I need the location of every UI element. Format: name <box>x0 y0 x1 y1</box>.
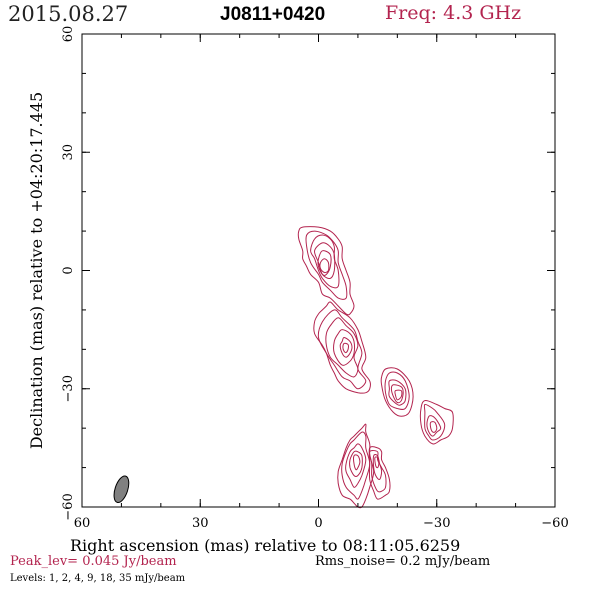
contour-core-level-6 <box>319 258 330 274</box>
rms-noise: Rms_noise= 0.2 mJy/beam <box>315 554 491 569</box>
contour-inner-jet-level-4 <box>333 329 355 366</box>
contour-knot-D-level-2 <box>423 403 446 441</box>
beam-ellipse <box>113 475 130 504</box>
x-tick-label: 30 <box>192 516 209 531</box>
epoch-date: 2015.08.27 <box>8 2 129 26</box>
contour-core-level-3 <box>310 234 340 289</box>
contour-knot-D-level-4 <box>429 421 438 433</box>
x-tick-label: −60 <box>541 516 568 531</box>
contour-layer <box>297 226 454 509</box>
contour-inner-jet-level-3 <box>325 317 359 378</box>
x-tick-label: −30 <box>423 516 450 531</box>
peak-level: Peak_lev= 0.045 Jy/beam <box>10 554 177 569</box>
y-tick-label: 30 <box>61 144 76 161</box>
source-name: J0811+0420 <box>220 4 326 25</box>
contour-knot-C-level-3 <box>388 379 407 406</box>
axis-ticks <box>81 33 556 508</box>
contour-knot-E-left-level-2 <box>341 431 371 500</box>
contour-knot-C-level-4 <box>390 384 404 404</box>
contour-knot-E-left-level-3 <box>345 443 367 488</box>
contour-knot-E-right-level-4 <box>374 456 380 469</box>
contour-knot-E-left-level-4 <box>349 450 363 477</box>
contour-inner-jet-level-5 <box>339 336 353 358</box>
contour-core-level-1 <box>297 226 355 316</box>
contour-core-level-5 <box>317 250 332 276</box>
y-axis-label: Declination (mas) relative to +04:20:17.… <box>27 92 46 449</box>
contour-knot-C-level-2 <box>384 371 410 410</box>
contour-levels: Levels: 1, 2, 4, 9, 18, 35 mJy/beam <box>10 573 186 584</box>
contour-knot-D-level-1 <box>419 400 454 445</box>
frequency-label: Freq: 4.3 GHz <box>385 2 522 24</box>
y-tick-label: 0 <box>61 266 76 274</box>
contour-inner-jet-level-2 <box>317 309 367 390</box>
y-tick-label: −30 <box>61 375 76 402</box>
contour-inner-jet-level-6 <box>342 342 349 354</box>
x-tick-label: 60 <box>74 516 91 531</box>
x-axis-label: Right ascension (mas) relative to 08:11:… <box>70 536 461 555</box>
x-tick-label: 0 <box>314 516 322 531</box>
contour-knot-E-left-level-5 <box>353 454 361 471</box>
contour-knot-E-left-level-1 <box>337 423 375 509</box>
contour-knot-C-level-5 <box>394 389 403 401</box>
y-tick-label: −60 <box>61 493 76 520</box>
contour-knot-C-level-1 <box>380 367 414 417</box>
contour-knot-E-right-level-2 <box>369 450 387 493</box>
contour-knot-D-level-3 <box>426 415 442 437</box>
contour-core-level-2 <box>305 230 348 300</box>
y-tick-label: 60 <box>61 26 76 43</box>
contour-knot-E-right-level-1 <box>368 446 391 500</box>
contour-knot-E-right-level-3 <box>372 454 383 480</box>
contour-inner-jet-level-1 <box>313 301 371 394</box>
